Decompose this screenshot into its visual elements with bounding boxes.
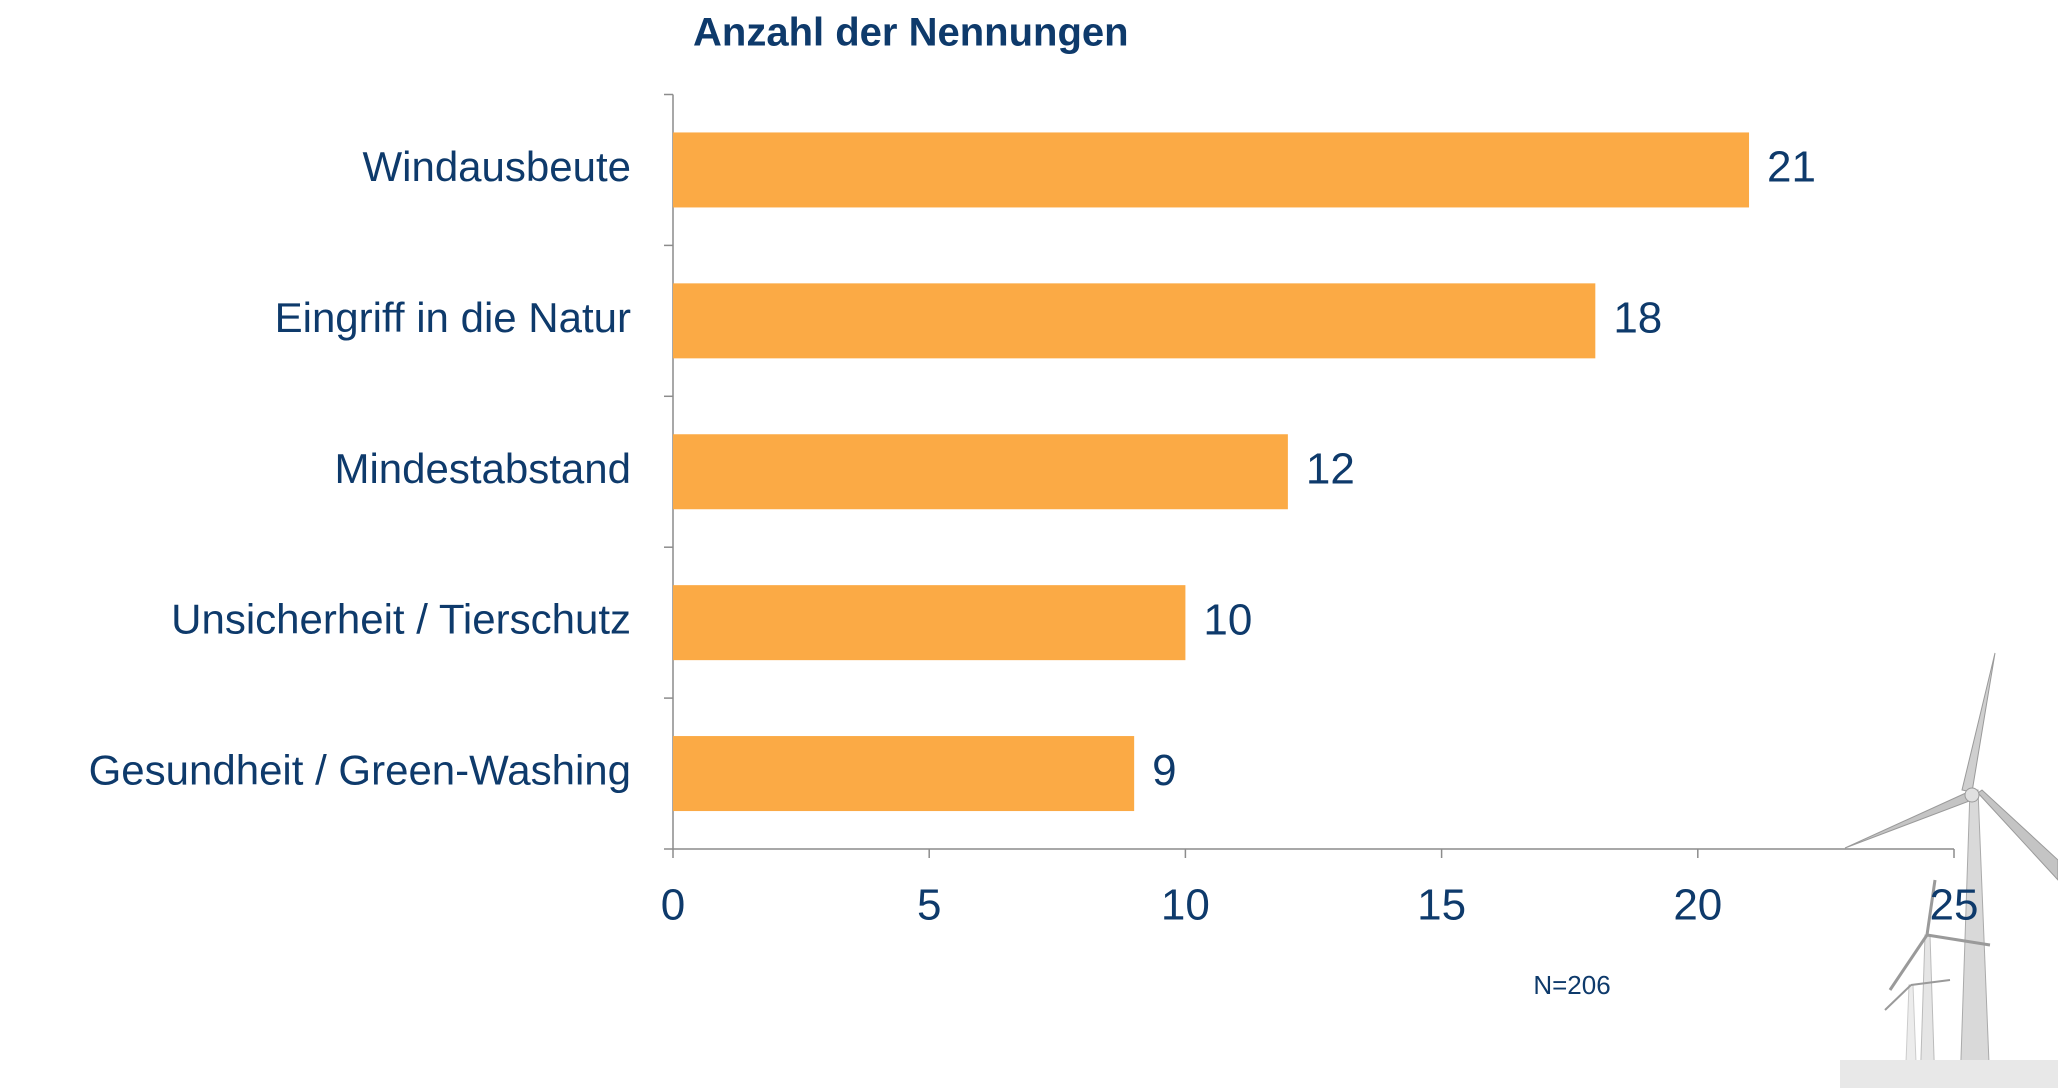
x-tick-label: 20 — [1673, 881, 1722, 930]
value-label: 12 — [1306, 444, 1355, 493]
x-tick-label: 15 — [1417, 881, 1466, 930]
wind-turbines — [1840, 652, 2058, 1088]
annotation: N=206 — [1533, 970, 1610, 1000]
category-label: Eingriff in die Natur — [275, 294, 631, 341]
category-label: Windausbeute — [362, 143, 631, 190]
bar — [673, 585, 1186, 661]
value-label: 10 — [1203, 595, 1252, 644]
value-label: 18 — [1613, 293, 1662, 342]
category-label: Mindestabstand — [334, 445, 631, 492]
bar — [673, 434, 1288, 510]
category-label: Unsicherheit / Tierschutz — [171, 596, 631, 643]
x-tick-label: 10 — [1161, 881, 1210, 930]
value-label: 21 — [1767, 143, 1816, 192]
x-tick-label: 0 — [661, 881, 685, 930]
bar — [673, 283, 1596, 359]
value-label: 9 — [1152, 746, 1176, 795]
chart-title: Anzahl der Nennungen — [693, 11, 1129, 55]
bar — [673, 132, 1750, 208]
bar — [673, 736, 1135, 812]
category-label: Gesundheit / Green-Washing — [89, 747, 631, 794]
x-tick-label: 5 — [917, 881, 941, 930]
x-tick-label: 25 — [1930, 881, 1979, 930]
